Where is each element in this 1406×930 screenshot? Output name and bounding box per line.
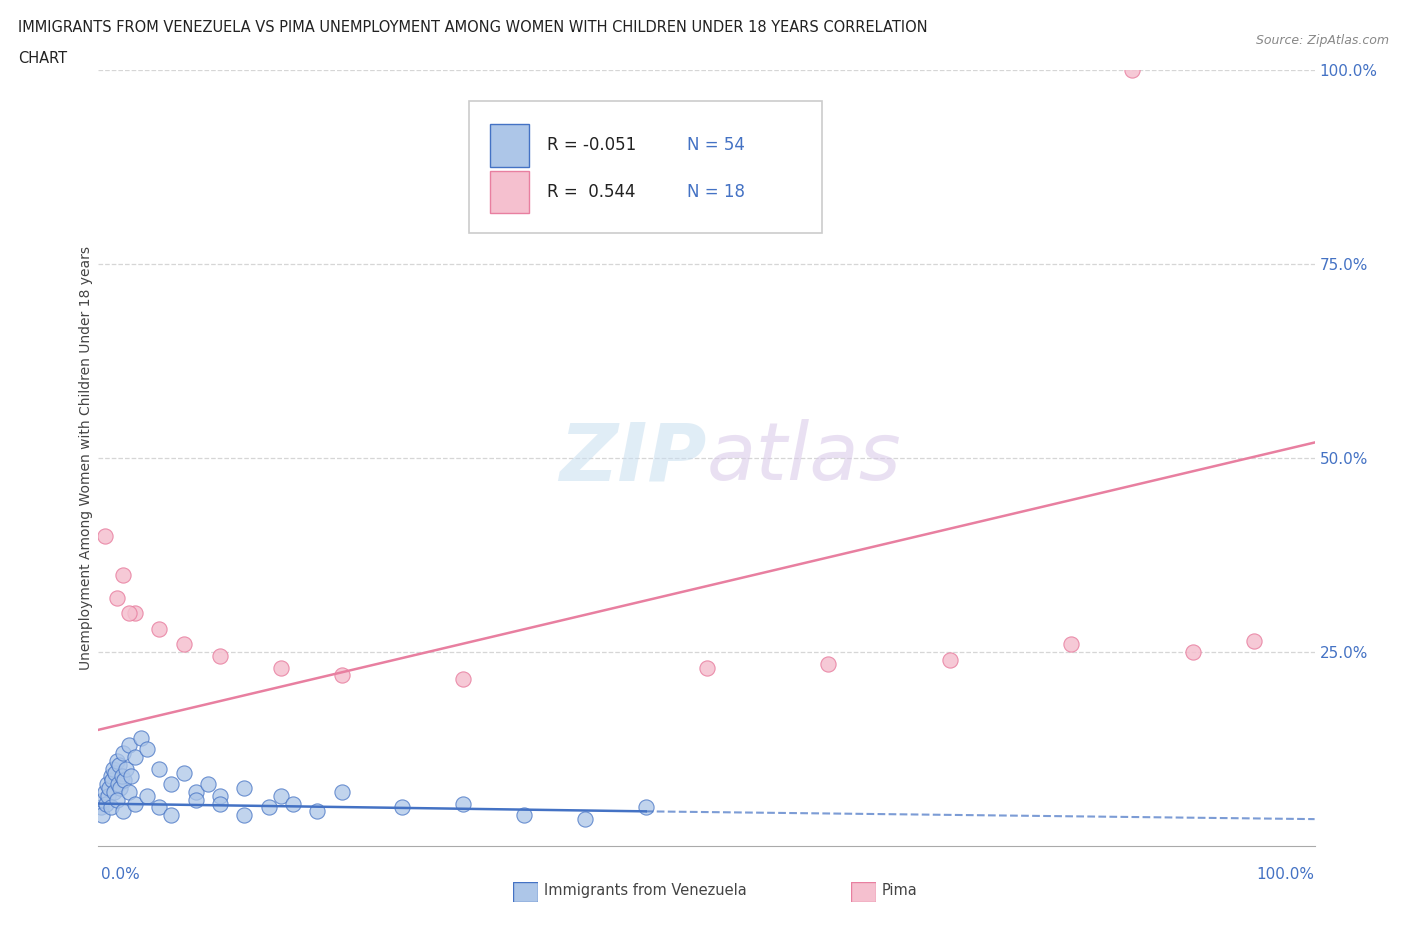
Point bbox=[115, 761, 138, 776]
Point bbox=[105, 591, 128, 605]
Point bbox=[97, 789, 120, 804]
FancyBboxPatch shape bbox=[851, 882, 876, 902]
Point bbox=[184, 792, 207, 807]
FancyBboxPatch shape bbox=[491, 124, 529, 166]
Point bbox=[101, 761, 124, 776]
Point bbox=[330, 785, 353, 800]
Text: R =  0.544: R = 0.544 bbox=[547, 183, 636, 201]
Point bbox=[307, 804, 329, 818]
Point bbox=[1182, 644, 1205, 659]
FancyBboxPatch shape bbox=[470, 100, 823, 232]
Point bbox=[94, 796, 117, 811]
Text: 0.0%: 0.0% bbox=[101, 867, 141, 882]
Point bbox=[197, 777, 219, 791]
Point bbox=[118, 606, 141, 621]
Point bbox=[112, 773, 135, 788]
Point bbox=[111, 746, 134, 761]
Point bbox=[173, 637, 195, 652]
Point bbox=[105, 792, 128, 807]
Point bbox=[90, 800, 112, 815]
Text: CHART: CHART bbox=[18, 51, 67, 66]
Point bbox=[574, 812, 596, 827]
Point bbox=[696, 660, 718, 675]
Point bbox=[98, 780, 121, 795]
Point bbox=[104, 765, 127, 780]
Point bbox=[453, 671, 475, 686]
Point bbox=[209, 789, 232, 804]
Point bbox=[160, 808, 183, 823]
Point bbox=[148, 621, 170, 636]
Point bbox=[101, 773, 124, 788]
Point bbox=[118, 785, 141, 800]
Text: 100.0%: 100.0% bbox=[1257, 867, 1315, 882]
Point bbox=[136, 789, 159, 804]
Point bbox=[148, 800, 170, 815]
Point bbox=[1060, 637, 1083, 652]
Point bbox=[209, 648, 232, 663]
Point bbox=[91, 808, 114, 823]
Text: IMMIGRANTS FROM VENEZUELA VS PIMA UNEMPLOYMENT AMONG WOMEN WITH CHILDREN UNDER 1: IMMIGRANTS FROM VENEZUELA VS PIMA UNEMPL… bbox=[18, 20, 928, 35]
Text: Source: ZipAtlas.com: Source: ZipAtlas.com bbox=[1256, 34, 1389, 47]
Point bbox=[270, 660, 292, 675]
Point bbox=[1243, 633, 1265, 648]
Point bbox=[108, 757, 131, 772]
Point bbox=[124, 606, 146, 621]
Point bbox=[513, 808, 536, 823]
Point bbox=[939, 653, 962, 668]
Point bbox=[91, 792, 114, 807]
Point bbox=[103, 785, 125, 800]
Point bbox=[270, 789, 292, 804]
Point bbox=[100, 769, 122, 784]
Point bbox=[129, 730, 152, 745]
Point bbox=[118, 737, 141, 752]
Point bbox=[209, 796, 232, 811]
Point bbox=[233, 808, 256, 823]
Text: R = -0.051: R = -0.051 bbox=[547, 137, 637, 154]
Text: Immigrants from Venezuela: Immigrants from Venezuela bbox=[544, 884, 747, 898]
FancyBboxPatch shape bbox=[513, 882, 538, 902]
Point bbox=[1121, 62, 1143, 77]
Y-axis label: Unemployment Among Women with Children Under 18 years: Unemployment Among Women with Children U… bbox=[79, 246, 93, 670]
Text: atlas: atlas bbox=[707, 419, 901, 497]
Point bbox=[817, 657, 839, 671]
Point bbox=[184, 785, 207, 800]
Point bbox=[105, 753, 128, 768]
Point bbox=[93, 528, 115, 543]
Text: Pima: Pima bbox=[882, 884, 917, 898]
Point bbox=[136, 742, 159, 757]
Point bbox=[111, 804, 134, 818]
Point bbox=[281, 796, 304, 811]
Point bbox=[110, 780, 132, 795]
Point bbox=[100, 800, 122, 815]
Point bbox=[96, 777, 118, 791]
Point bbox=[124, 796, 146, 811]
Point bbox=[110, 769, 132, 784]
Text: N = 18: N = 18 bbox=[688, 183, 745, 201]
Point bbox=[148, 761, 170, 776]
Point bbox=[634, 800, 657, 815]
Point bbox=[124, 750, 146, 764]
Point bbox=[453, 796, 475, 811]
Point bbox=[111, 567, 134, 582]
Point bbox=[330, 668, 353, 683]
FancyBboxPatch shape bbox=[491, 171, 529, 213]
Text: N = 54: N = 54 bbox=[688, 137, 745, 154]
Text: ZIP: ZIP bbox=[560, 419, 707, 497]
Point bbox=[120, 769, 142, 784]
Point bbox=[173, 765, 195, 780]
Point bbox=[93, 785, 115, 800]
Point bbox=[233, 780, 256, 795]
Point bbox=[257, 800, 280, 815]
Point bbox=[391, 800, 413, 815]
Point bbox=[107, 777, 129, 791]
Point bbox=[160, 777, 183, 791]
